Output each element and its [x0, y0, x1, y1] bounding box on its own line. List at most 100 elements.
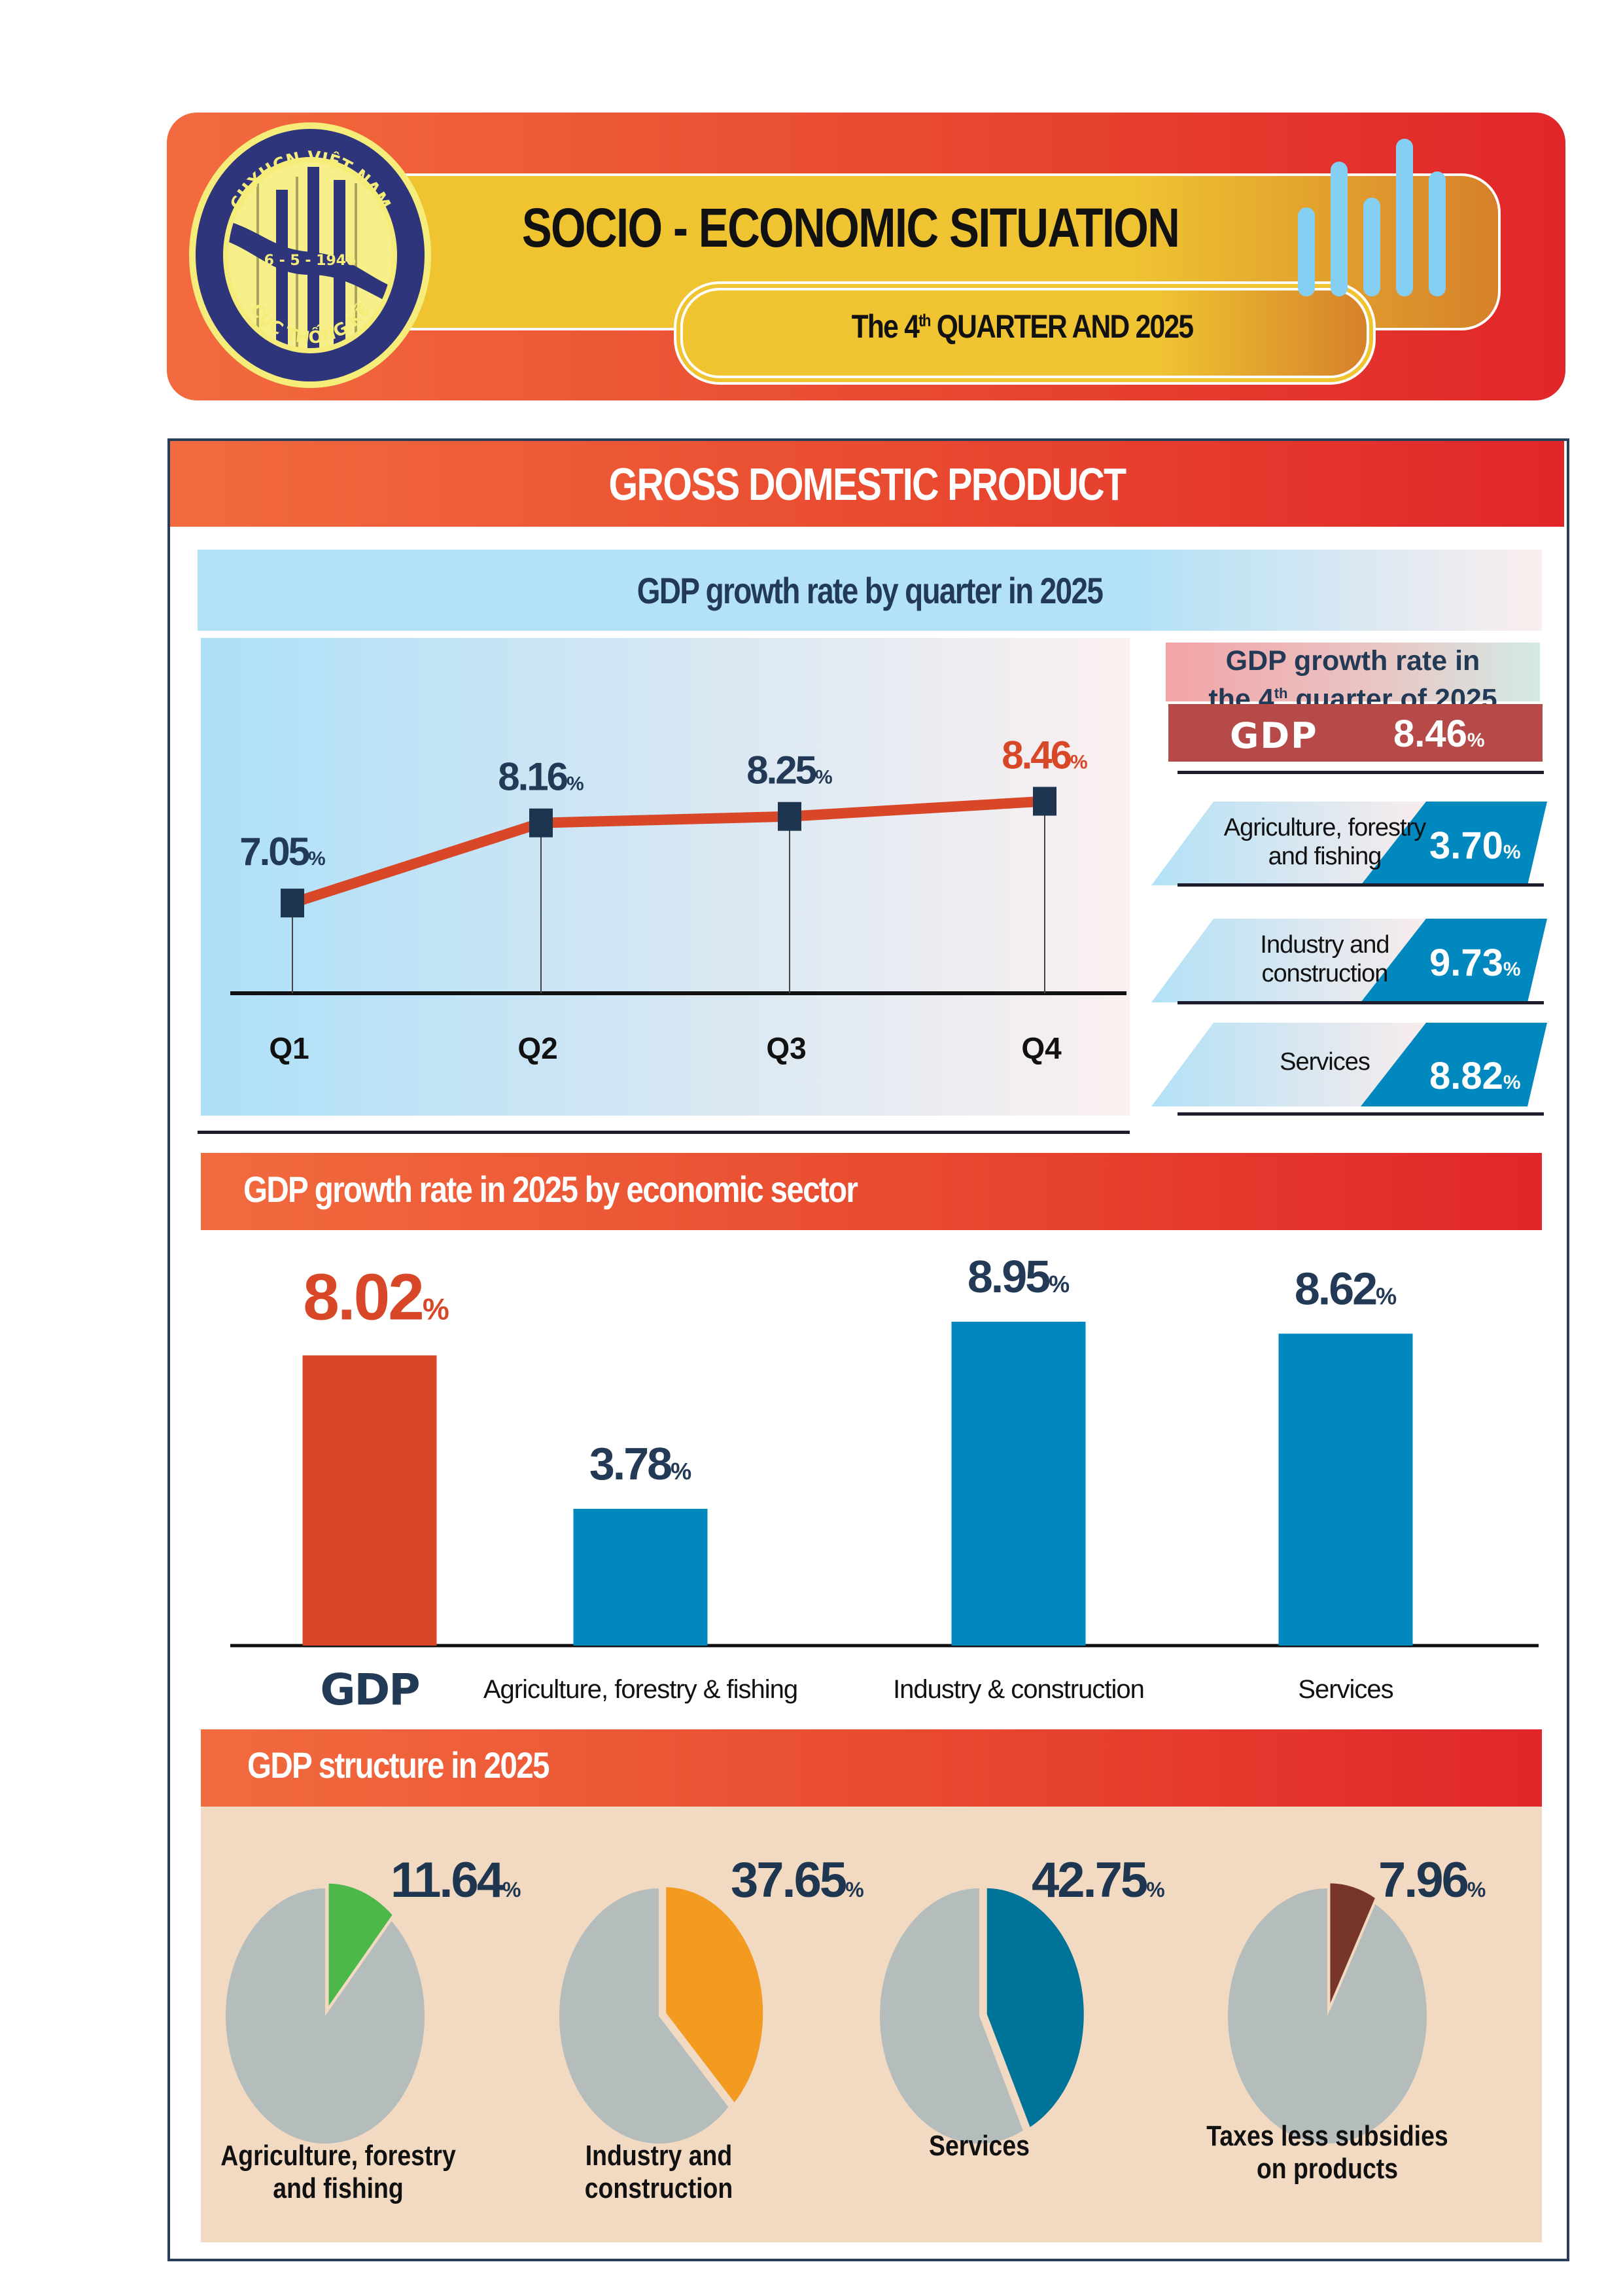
- pct-symbol: %: [1146, 1878, 1165, 1901]
- pie-slice: [1327, 1881, 1378, 2011]
- pie-value-number: 11.64: [391, 1852, 504, 1908]
- pct-symbol: %: [423, 1292, 449, 1326]
- sector-header: [201, 1153, 1542, 1230]
- divider: [1178, 1112, 1544, 1116]
- label-line2: construction: [1261, 960, 1389, 987]
- statistics-office-logo: CHXHCN VIỆT NAM 6 - 5 - 1946 CỤC THỐNG K…: [189, 122, 431, 388]
- q4-sector-value: 8.82%: [1429, 1054, 1521, 1098]
- label-line1: Agriculture, forestry: [1223, 814, 1426, 841]
- data-point-marker: [281, 889, 304, 918]
- value-number: 8.82: [1429, 1055, 1503, 1097]
- quarterly-title-band: [198, 550, 1542, 631]
- x-tick-label: Q2: [517, 1031, 557, 1065]
- label-line1: Agriculture, forestry: [220, 2140, 456, 2172]
- label-line1: Industry and: [585, 2140, 733, 2172]
- pct-symbol: %: [1503, 959, 1521, 980]
- subtitle-prefix: The 4: [851, 308, 920, 345]
- x-tick-label: GDP: [320, 1665, 419, 1715]
- label-line2: and fishing: [273, 2172, 404, 2204]
- pie-slice: [326, 1881, 396, 2015]
- pie-category-label: Industry and construction: [559, 2140, 759, 2205]
- pct-symbol: %: [1467, 1878, 1486, 1901]
- bar-value-label: 3.78%: [589, 1438, 691, 1489]
- pct-symbol: %: [1070, 752, 1088, 773]
- pct-symbol: %: [502, 1878, 521, 1901]
- pct-symbol: %: [845, 1878, 864, 1901]
- pie-category-label: Agriculture, forestry and fishing: [211, 2140, 466, 2205]
- pct-symbol: %: [815, 767, 833, 788]
- divider: [1178, 883, 1544, 887]
- pct-symbol: %: [1467, 730, 1485, 751]
- pie-remainder-slice: [559, 1888, 729, 2144]
- bar: [951, 1322, 1086, 1646]
- data-label: 7.05%: [239, 830, 325, 874]
- data-label: 8.25%: [746, 749, 832, 792]
- pct-symbol: %: [1503, 841, 1521, 863]
- sector-chart-title: GDP growth rate in 2025 by economic sect…: [243, 1169, 858, 1210]
- quarterly-chart-title: GDP growth rate by quarter in 2025: [637, 570, 1104, 611]
- q4-gdp-value: 8.46%: [1393, 712, 1537, 756]
- row-shape: [1151, 802, 1547, 885]
- pct-symbol: %: [1376, 1282, 1397, 1309]
- bar-chart-icon: [1298, 139, 1446, 296]
- x-tick-label: Q4: [1021, 1031, 1062, 1065]
- divider: [1178, 771, 1544, 774]
- x-tick-label: Q1: [269, 1031, 309, 1065]
- value-number: 3.70: [1429, 824, 1503, 867]
- pie-remainder-slice: [225, 1888, 425, 2144]
- pct-symbol: %: [671, 1458, 691, 1485]
- pct-symbol: %: [308, 848, 326, 870]
- q4-panel-title-band: [1166, 643, 1540, 701]
- q4-sector-row: Industry and construction 9.73%: [1151, 919, 1557, 1002]
- bar: [573, 1508, 708, 1646]
- label-line1: Services: [929, 2130, 1030, 2162]
- subtitle-sup: th: [918, 310, 931, 330]
- bar: [1278, 1333, 1413, 1646]
- q4-sector-row: Agriculture, forestry and fishing 3.70%: [1151, 802, 1557, 885]
- pie-value-number: 42.75: [1032, 1852, 1148, 1908]
- q4-gdp-label: GDP: [1230, 715, 1318, 756]
- label-line2: on products: [1256, 2153, 1399, 2185]
- pie-value-number: 37.65: [731, 1852, 847, 1908]
- pct-symbol: %: [1503, 1072, 1521, 1093]
- x-tick-label: Q3: [766, 1031, 806, 1065]
- pie-value-label: 7.96%: [1378, 1852, 1486, 1909]
- bar-value-label: 8.95%: [968, 1251, 1070, 1302]
- page-subtitle: The 4th QUARTER AND 2025: [731, 308, 1312, 345]
- q4-title-line1: GDP growth rate in: [1225, 645, 1480, 677]
- sector-bar-chart: 8.02% 3.78% 8.95% 8.62% GDP Agriculture, fore…: [230, 1251, 1539, 1715]
- quarterly-chart-panel: [201, 638, 1130, 1116]
- quarterly-line-chart: 7.05% 8.16% 8.25% 8.46% Q1 Q2 Q3 Q4: [230, 733, 1126, 1065]
- data-point-marker: [529, 808, 553, 838]
- page-title: SOCIO - ECONOMIC SITUATION: [521, 197, 1180, 258]
- divider: [198, 1131, 1130, 1134]
- row-shape: [1151, 919, 1547, 1002]
- label-line2: and fishing: [1268, 843, 1382, 870]
- pie-value-label: 42.75%: [1032, 1852, 1165, 1909]
- q4-sector-label: Industry and construction: [1207, 930, 1442, 988]
- q4-sector-row: Services 8.82%: [1151, 1023, 1557, 1106]
- pie-category-label: Taxes less subsidies on products: [1189, 2120, 1467, 2185]
- pie-category-label: Services: [896, 2130, 1063, 2163]
- q4-gdp-box: [1168, 704, 1543, 762]
- label-line1: Taxes less subsidies: [1206, 2120, 1448, 2152]
- pie-slice: [663, 1884, 766, 2107]
- pie-slice: [984, 1885, 1087, 2131]
- structure-pie-charts: [225, 1881, 1427, 2144]
- data-label: 8.46%: [1002, 733, 1087, 777]
- pie-remainder-slice: [1228, 1888, 1427, 2144]
- pie-remainder-slice: [880, 1888, 1023, 2144]
- header-subtitle-pill: [680, 288, 1369, 378]
- label-line1: Services: [1280, 1048, 1370, 1076]
- bar-value-label: 8.62%: [1295, 1263, 1397, 1314]
- pie-value-number: 7.96: [1378, 1852, 1469, 1908]
- pct-symbol: %: [1049, 1271, 1070, 1298]
- q4-title-sup: th: [1274, 685, 1288, 701]
- label-line2: construction: [584, 2172, 733, 2204]
- x-tick-label: Industry & construction: [893, 1675, 1144, 1704]
- q4-gdp-number: 8.46: [1393, 713, 1467, 755]
- section-title: GROSS DOMESTIC PRODUCT: [608, 459, 1127, 510]
- value-number: 9.73: [1429, 942, 1503, 984]
- label-line1: Industry and: [1260, 931, 1389, 959]
- q4-sector-label: Services: [1207, 1048, 1442, 1076]
